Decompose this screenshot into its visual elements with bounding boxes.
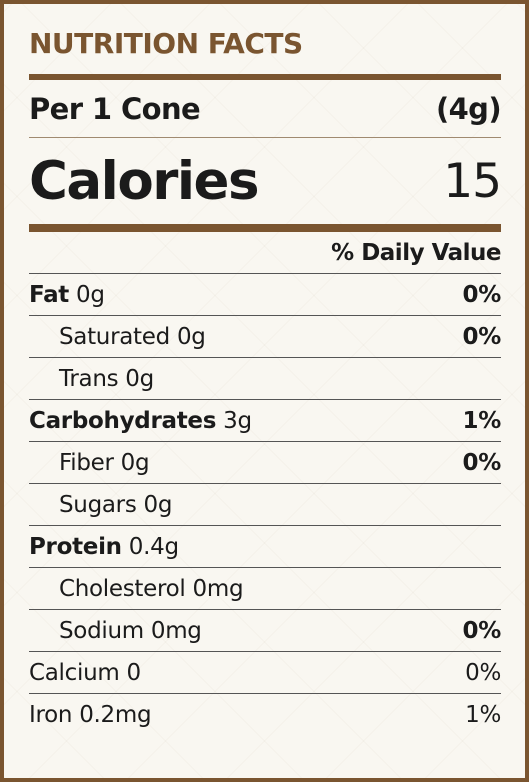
nutrient-name: Cholesterol <box>59 575 186 602</box>
nutrient-row-calcium: Calcium 0 0% <box>29 652 501 694</box>
nutrient-amount: 0mg <box>150 617 202 644</box>
nutrient-label: Calcium 0 <box>29 660 141 686</box>
nutrient-name: Carbohydrates <box>29 407 217 434</box>
nutrient-label: Fat 0g <box>29 282 105 308</box>
nutrient-row-saturated: Saturated 0g 0% <box>29 316 501 358</box>
daily-value-header: % Daily Value <box>29 232 502 274</box>
nutrient-name: Fat <box>29 281 69 308</box>
calories-row: Calories 15 <box>29 138 502 232</box>
nutrient-label: Sodium 0mg <box>29 618 202 644</box>
nutrient-daily-value: 0% <box>462 281 502 308</box>
nutrient-daily-value: 1% <box>465 702 501 728</box>
nutrient-name: Calcium <box>29 659 120 686</box>
nutrient-name: Protein <box>29 533 122 560</box>
nutrient-row-fat: Fat 0g 0% <box>29 274 501 316</box>
nutrient-daily-value: 1% <box>462 407 502 434</box>
nutrient-amount: 0.4g <box>128 533 179 560</box>
nutrient-label: Cholesterol 0mg <box>29 575 244 602</box>
nutrient-label: Protein 0.4g <box>29 534 179 560</box>
nutrient-amount: 0g <box>143 491 173 518</box>
nutrient-amount: 0mg <box>192 575 244 602</box>
nutrient-row-fiber: Fiber 0g 0% <box>29 442 501 484</box>
nutrient-amount: 0g <box>125 365 154 392</box>
nutrient-row-iron: Iron 0.2mg 1% <box>29 694 501 736</box>
nutrient-daily-value: 0% <box>462 617 502 644</box>
nutrient-label: Sugars 0g <box>29 492 172 518</box>
nutrient-amount: 0.2mg <box>79 702 152 728</box>
calories-value: 15 <box>443 153 502 209</box>
serving-size-row: Per 1 Cone (4g) <box>29 80 502 138</box>
nutrient-row-protein: Protein 0.4g <box>29 526 501 568</box>
nutrient-name: Sodium <box>59 617 144 644</box>
nutrient-row-carbohydrates: Carbohydrates 3g 1% <box>29 400 501 442</box>
nutrient-name: Sugars <box>59 491 137 518</box>
serving-size-amount: (4g) <box>435 91 502 126</box>
nutrient-daily-value: 0% <box>462 323 502 350</box>
nutrient-amount: 0g <box>76 281 105 308</box>
nutrient-row-trans: Trans 0g <box>29 358 501 400</box>
panel-title: NUTRITION FACTS <box>29 4 501 80</box>
nutrient-label: Saturated 0g <box>29 324 206 350</box>
nutrient-amount: 3g <box>223 407 252 434</box>
nutrient-label: Carbohydrates 3g <box>29 408 252 434</box>
nutrient-name: Saturated <box>59 323 170 350</box>
calories-label: Calories <box>29 150 260 212</box>
nutrient-name: Trans <box>59 365 119 392</box>
nutrient-daily-value: 0% <box>462 449 502 476</box>
nutrient-row-cholesterol: Cholesterol 0mg <box>29 568 501 610</box>
nutrient-name: Fiber <box>59 449 114 476</box>
nutrient-label: Fiber 0g <box>29 449 150 476</box>
nutrient-label: Trans 0g <box>29 366 154 392</box>
nutrient-row-sodium: Sodium 0mg 0% <box>29 610 501 652</box>
nutrient-daily-value: 0% <box>465 659 501 686</box>
nutrient-label: Iron 0.2mg <box>29 702 152 728</box>
serving-size-label: Per 1 Cone <box>29 91 201 126</box>
nutrient-amount: 0g <box>176 323 206 350</box>
nutrient-amount: 0 <box>126 659 141 686</box>
nutrient-amount: 0g <box>120 449 150 476</box>
nutrient-row-sugars: Sugars 0g <box>29 484 501 526</box>
nutrient-name: Iron <box>29 702 73 728</box>
